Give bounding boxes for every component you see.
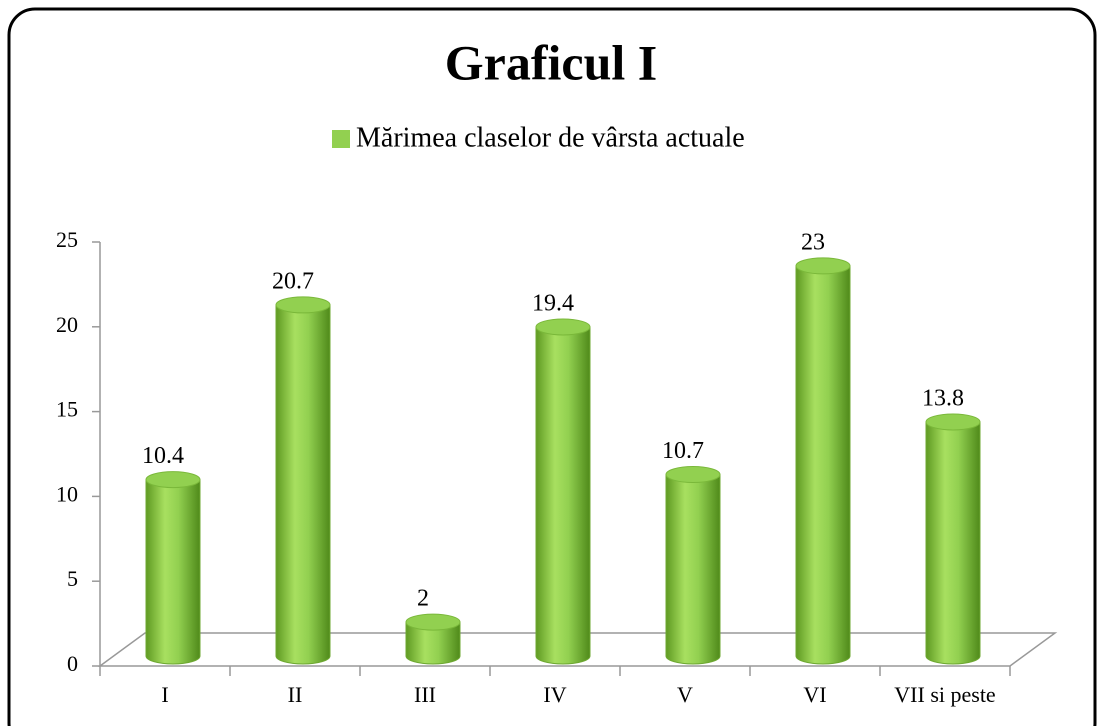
bar xyxy=(795,257,851,665)
value-label: 23 xyxy=(801,229,825,255)
value-label: 10.4 xyxy=(142,443,184,469)
value-label: 19.4 xyxy=(532,290,574,316)
x-tick-label: IV xyxy=(543,682,566,707)
floor xyxy=(97,632,1058,667)
y-tick-label: 0 xyxy=(67,651,78,676)
value-label: 2 xyxy=(417,586,429,612)
x-tick-label: II xyxy=(288,682,303,707)
bar xyxy=(405,613,461,665)
x-tick-label: VII si peste xyxy=(894,682,995,707)
x-tick-label: V xyxy=(677,682,693,707)
value-label: 20.7 xyxy=(272,268,314,294)
chart-title: Graficul I xyxy=(445,34,657,90)
bar xyxy=(535,318,591,665)
bar xyxy=(145,471,201,665)
y-tick-label: 20 xyxy=(56,312,78,337)
value-label: 10.7 xyxy=(662,438,704,464)
legend-swatch xyxy=(332,130,350,148)
y-tick-label: 25 xyxy=(56,227,78,252)
y-tick-label: 10 xyxy=(56,481,78,506)
bar xyxy=(275,296,331,665)
bar xyxy=(925,413,981,665)
bar xyxy=(665,466,721,665)
x-tick-label: VI xyxy=(803,682,826,707)
value-label: 13.8 xyxy=(922,385,964,411)
legend-label: Mărimea claselor de vârsta actuale xyxy=(356,122,745,153)
x-tick-label: III xyxy=(414,682,436,707)
y-tick-label: 5 xyxy=(67,566,78,591)
x-tick-label: I xyxy=(161,682,168,707)
y-tick-label: 15 xyxy=(56,397,78,422)
